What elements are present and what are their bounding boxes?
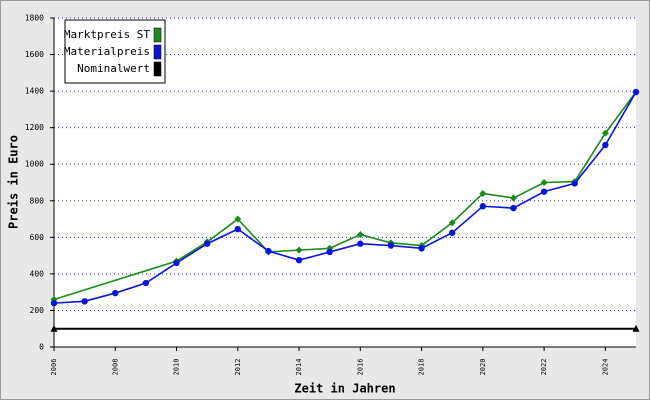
legend-label: Materialpreis bbox=[64, 45, 150, 58]
point bbox=[265, 247, 272, 255]
legend-swatch bbox=[153, 44, 162, 60]
y-tick-label: 200 bbox=[30, 306, 45, 315]
x-tick-label: 2016 bbox=[356, 359, 364, 376]
series-line bbox=[53, 91, 637, 304]
legend-swatch bbox=[153, 61, 162, 77]
point bbox=[571, 180, 578, 187]
point bbox=[509, 194, 517, 202]
y-tick-label: 1000 bbox=[25, 160, 44, 169]
point bbox=[326, 248, 333, 256]
y-tick-label: 1200 bbox=[25, 123, 44, 132]
legend-label: Nominalwert bbox=[77, 62, 150, 75]
point bbox=[295, 256, 303, 264]
point bbox=[540, 188, 548, 195]
y-tick-label: 0 bbox=[39, 343, 44, 352]
point bbox=[356, 231, 364, 239]
x-tick-label: 2018 bbox=[418, 359, 426, 376]
legend-box bbox=[64, 19, 166, 84]
point bbox=[203, 240, 211, 247]
x-tick-label: 2024 bbox=[601, 359, 609, 376]
point bbox=[479, 189, 487, 197]
point bbox=[50, 324, 58, 332]
point bbox=[112, 289, 119, 297]
point bbox=[479, 203, 487, 210]
point bbox=[448, 219, 456, 227]
point bbox=[234, 215, 242, 223]
point bbox=[418, 245, 425, 252]
point bbox=[632, 88, 640, 96]
x-tick-label: 2014 bbox=[295, 359, 303, 376]
x-tick-label: 2010 bbox=[173, 359, 181, 376]
point bbox=[632, 324, 640, 332]
y-tick-label: 1800 bbox=[25, 14, 44, 23]
x-axis-title: Zeit in Jahren bbox=[294, 382, 395, 396]
point bbox=[387, 242, 395, 249]
point bbox=[295, 246, 303, 254]
point bbox=[142, 279, 150, 287]
y-tick-label: 400 bbox=[30, 269, 45, 278]
y-tick-label: 600 bbox=[30, 233, 45, 242]
y-tick-label: 1600 bbox=[25, 50, 44, 59]
y-axis-title: Preis in Euro bbox=[7, 135, 21, 229]
point bbox=[601, 129, 609, 137]
y-tick-label: 1400 bbox=[25, 87, 44, 96]
x-tick-label: 2008 bbox=[111, 359, 119, 376]
legend-label: Marktpreis ST bbox=[64, 28, 150, 41]
x-tick-label: 2012 bbox=[234, 359, 242, 376]
point bbox=[173, 259, 180, 267]
x-tick-label: 2020 bbox=[479, 359, 487, 376]
point bbox=[540, 179, 548, 186]
legend: Marktpreis ST Materialpreis Nominalwert bbox=[64, 19, 166, 84]
point bbox=[81, 298, 88, 305]
x-tick-label: 2006 bbox=[50, 359, 58, 376]
point bbox=[50, 299, 58, 307]
point bbox=[449, 229, 456, 236]
point bbox=[510, 204, 517, 212]
legend-swatch bbox=[153, 27, 162, 43]
y-tick-label: 800 bbox=[30, 196, 45, 205]
point bbox=[602, 141, 609, 149]
point bbox=[234, 225, 241, 233]
point bbox=[357, 240, 364, 247]
x-tick-label: 2022 bbox=[540, 359, 548, 376]
